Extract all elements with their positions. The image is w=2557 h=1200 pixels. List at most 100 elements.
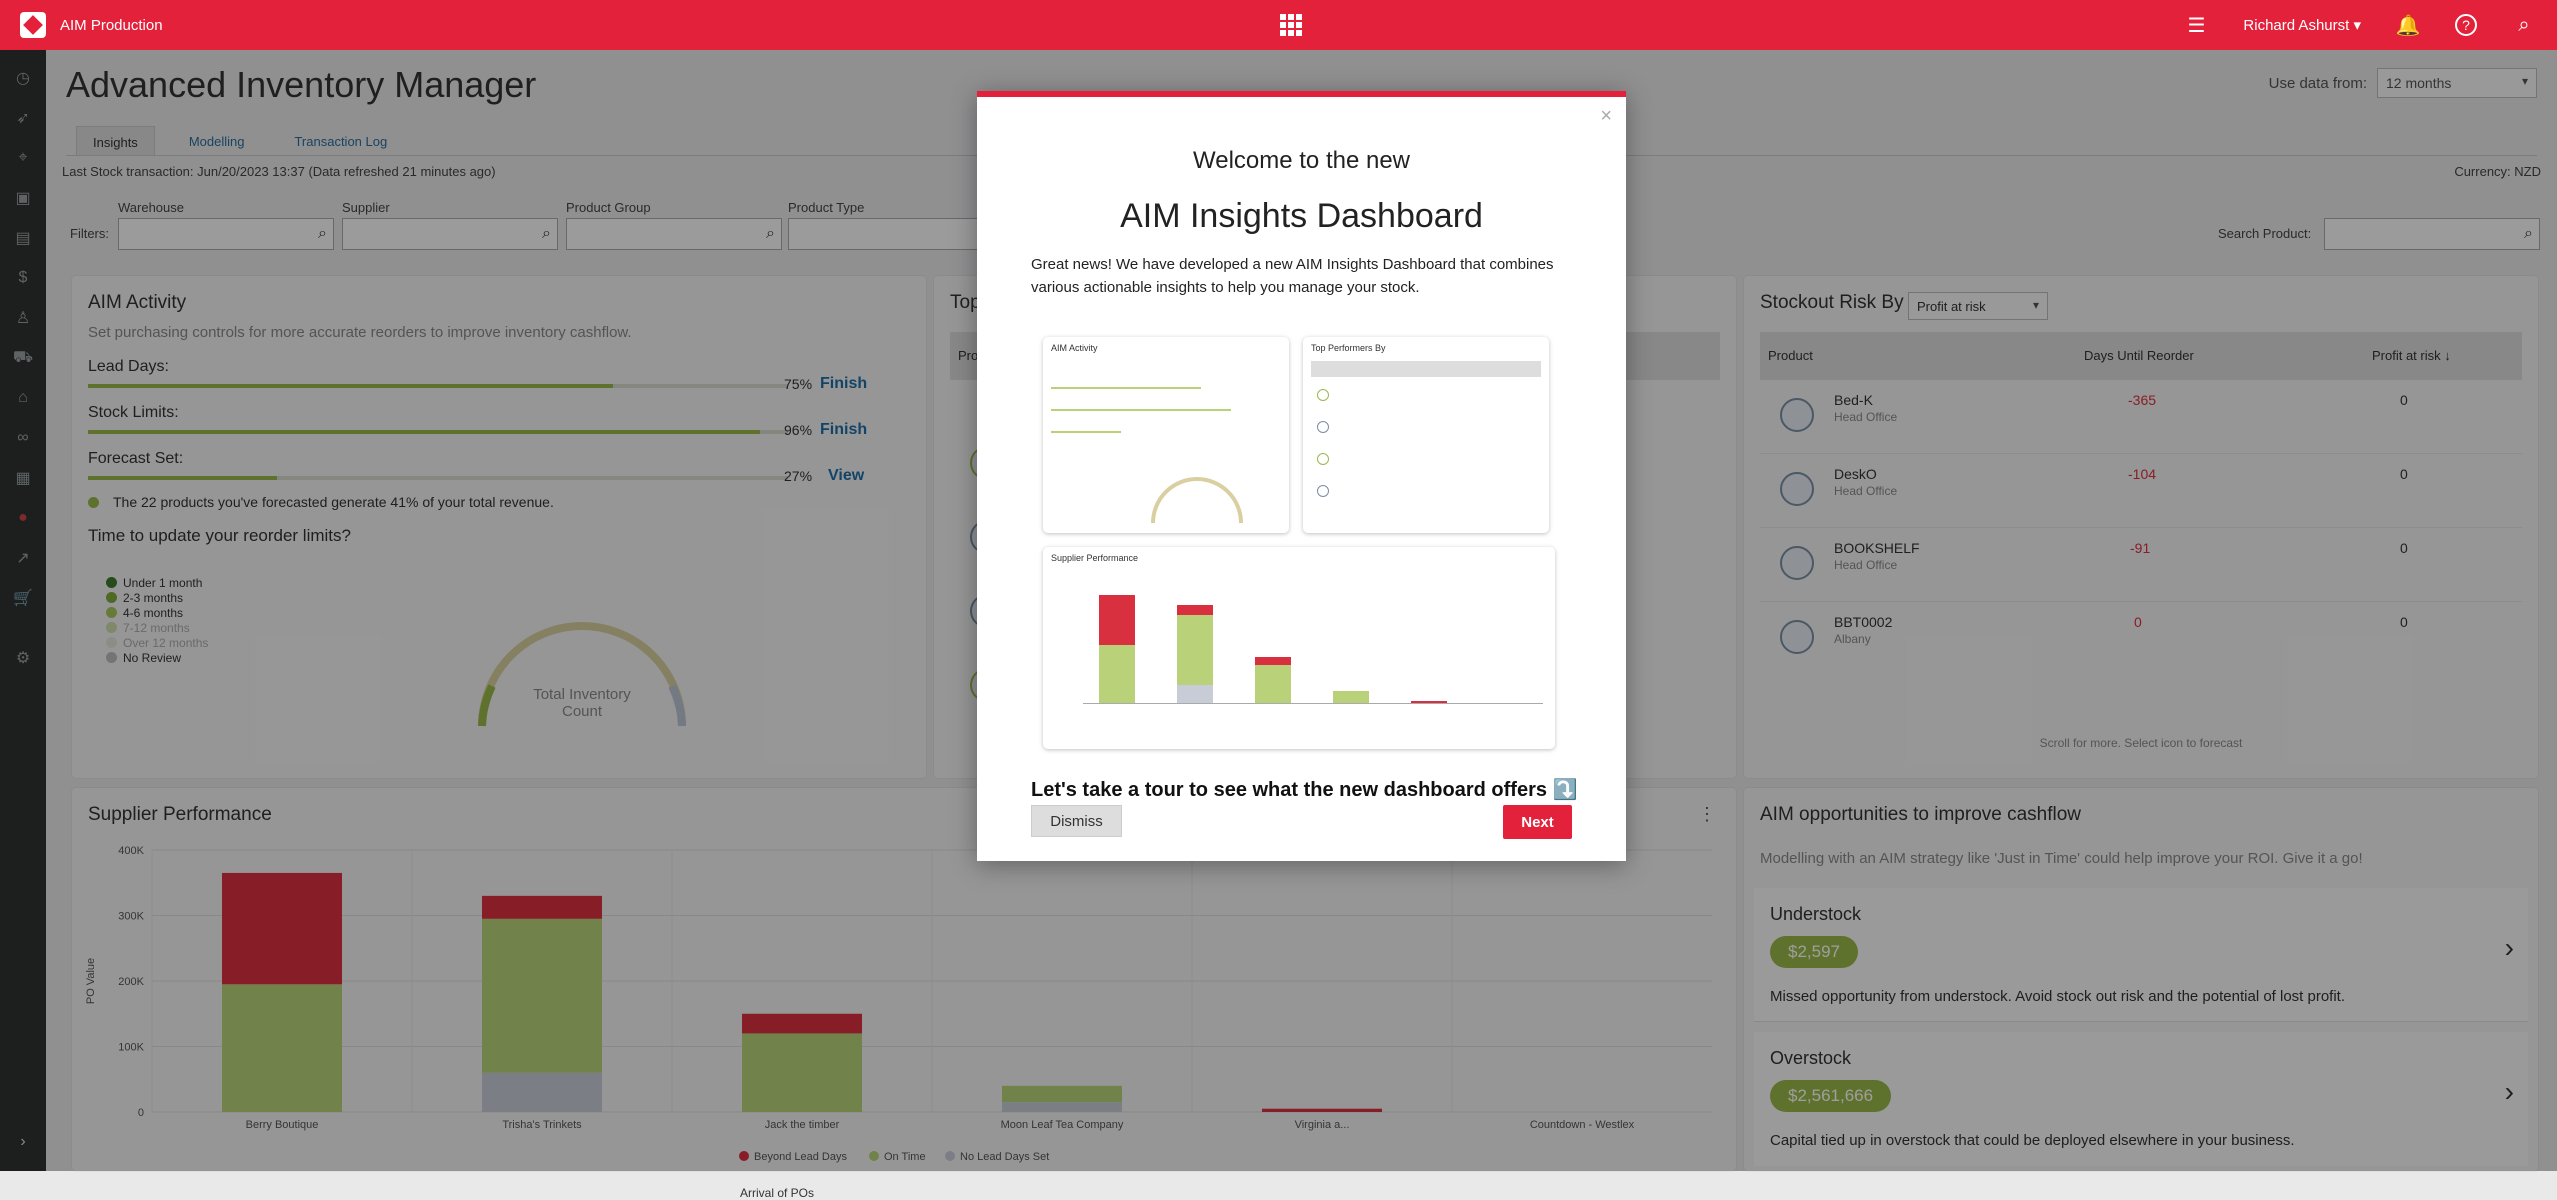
rocket-icon[interactable]: ➶ <box>16 110 30 127</box>
stockout-select[interactable]: Profit at risk <box>1908 292 2048 320</box>
warehouse-icon[interactable]: ▤ <box>15 230 31 247</box>
filters-bar: Filters: Warehouse ⌕ Supplier ⌕ Product … <box>70 200 2540 260</box>
expand-icon[interactable]: › <box>20 1133 26 1150</box>
table-row: BBT0002 Albany 0 0 <box>1760 604 2522 664</box>
apps-grid-icon[interactable] <box>1280 14 1302 36</box>
y-tick-label: 100K <box>118 1042 144 1054</box>
forecast-note: The 22 products you've forecasted genera… <box>88 494 554 510</box>
avatar[interactable] <box>1780 398 1814 432</box>
product-type-label: Product Type <box>788 200 865 215</box>
opportunities-title: AIM opportunities to improve cashflow <box>1760 804 2082 825</box>
legend-item: 4-6 months <box>106 606 208 621</box>
stockout-footer: Scroll for more. Select icon to forecast <box>2039 736 2243 750</box>
sidebar: ◷ ➶ ⌖ ▣ ▤ $ ♙ ⛟ ⌂ ∞ ▦ ● ↗ 🛒 ⚙ › <box>0 50 46 1171</box>
top-right-controls: ☰ Richard Ashurst ▾ 🔔 ? ⌕ <box>2183 0 2537 50</box>
overstock-title: Overstock <box>1770 1048 1852 1068</box>
tab-transaction-log[interactable]: Transaction Log <box>294 134 388 149</box>
telescope-icon[interactable]: ⌖ <box>18 149 28 166</box>
product-type-input[interactable] <box>788 218 998 250</box>
help-icon[interactable]: ? <box>2455 14 2477 36</box>
store-icon[interactable]: ⌂ <box>18 389 28 406</box>
supplier-icon[interactable]: ♙ <box>15 310 31 327</box>
legend-dot <box>739 1151 749 1161</box>
legend-item: Over 12 months <box>106 636 208 651</box>
forecast-note-text: The 22 products you've forecasted genera… <box>113 494 554 510</box>
list-icon[interactable]: ☰ <box>2187 14 2206 37</box>
bar-beyond-lead-days <box>742 1013 862 1034</box>
avatar[interactable] <box>1780 620 1814 654</box>
search-icon: ⌕ <box>318 225 327 242</box>
chart-icon[interactable]: ↗ <box>16 550 30 567</box>
user-menu[interactable]: Richard Ashurst ▾ <box>2243 17 2361 34</box>
aim-activity-panel: AIM Activity Set purchasing controls for… <box>72 276 926 778</box>
box-icon[interactable]: ▣ <box>15 190 31 207</box>
bar-on-time <box>482 918 602 1073</box>
product-group-label: Product Group <box>566 200 651 215</box>
next-button[interactable]: Next <box>1503 805 1572 839</box>
product-group-input[interactable]: ⌕ <box>566 218 782 250</box>
table-row: Bed-K Head Office -365 0 <box>1760 382 2522 454</box>
supplier-performance-panel: Supplier Performance ⋮ 0 100K 200K 300K 400K… <box>72 788 1736 1200</box>
dashboard-preview: AIM Activity Top Performers By Supplier … <box>1043 337 1567 757</box>
warehouse-input[interactable]: ⌕ <box>118 218 334 250</box>
tab-modelling[interactable]: Modelling <box>188 134 245 149</box>
avatar[interactable] <box>1780 472 1814 506</box>
forecast-set-label: Forecast Set: <box>88 450 184 467</box>
forecast-set-view-link[interactable]: View <box>828 467 865 484</box>
tabs: Insights Modelling Transaction Log <box>76 126 421 156</box>
gear-icon[interactable]: ⚙ <box>15 650 31 667</box>
main-content: Advanced Inventory Manager Use data from… <box>46 50 2557 1200</box>
table-row: BOOKSHELF Head Office -91 0 <box>1760 530 2522 602</box>
chevron-right-icon[interactable]: › <box>2504 1076 2514 1107</box>
dashboard-icon[interactable]: ◷ <box>16 70 30 87</box>
aim-activity-subtitle: Set purchasing controls for more accurat… <box>88 324 632 341</box>
supplier-performance-title: Supplier Performance <box>88 804 272 825</box>
stock-limits-finish-link[interactable]: Finish <box>820 421 868 438</box>
welcome-modal: × Welcome to the new AIM Insights Dashbo… <box>977 91 1626 861</box>
close-icon[interactable]: × <box>1600 105 1612 127</box>
more-icon[interactable]: ⋮ <box>1698 804 1716 824</box>
truck-icon[interactable]: ⛟ <box>12 349 34 366</box>
link-icon[interactable]: ∞ <box>17 429 29 446</box>
opportunities-panel: AIM opportunities to improve cashflow Mo… <box>1744 788 2538 1171</box>
warehouse-label: Warehouse <box>118 200 184 215</box>
search-product-input[interactable]: ⌕ <box>2324 218 2540 250</box>
overstock-card[interactable]: Overstock $2,561,666 Capital tied up in … <box>1754 1032 2528 1166</box>
search-icon[interactable]: ⌕ <box>2518 13 2530 36</box>
search-icon: ⌕ <box>542 225 551 242</box>
avatar[interactable] <box>1780 546 1814 580</box>
bell-icon[interactable]: 🔔 <box>2395 14 2421 37</box>
dollar-icon[interactable]: $ <box>18 269 28 286</box>
search-product-label: Search Product: <box>2218 226 2312 241</box>
page-title: Advanced Inventory Manager <box>66 64 537 105</box>
gauge-label: Total Inventory Count <box>533 686 631 720</box>
overstock-amount: $2,561,666 <box>1770 1080 1892 1112</box>
use-data-select[interactable]: 12 months <box>2377 68 2537 98</box>
table-icon[interactable]: ▦ <box>15 470 31 487</box>
understock-amount: $2,597 <box>1770 936 1858 968</box>
tab-insights[interactable]: Insights <box>76 126 155 156</box>
bar-no-lead-days-set <box>482 1072 602 1112</box>
stockout-select-value: Profit at risk <box>1917 299 1986 314</box>
last-stock-transaction: Last Stock transaction: Jun/20/2023 13:3… <box>62 164 496 179</box>
understock-card[interactable]: Understock $2,597 Missed opportunity fro… <box>1754 888 2528 1022</box>
filters-label: Filters: <box>70 226 109 241</box>
dismiss-button[interactable]: Dismiss <box>1031 805 1122 837</box>
check-icon <box>88 496 99 508</box>
status-icon[interactable]: ● <box>18 509 28 526</box>
col-profit[interactable]: Profit at risk ↓ <box>2372 348 2451 363</box>
supplier-input[interactable]: ⌕ <box>342 218 558 250</box>
reorder-title: Time to update your reorder limits? <box>88 526 351 545</box>
row-name: BOOKSHELF <box>1834 540 1920 556</box>
chevron-right-icon[interactable]: › <box>2504 932 2514 963</box>
lead-days-finish-link[interactable]: Finish <box>820 375 868 392</box>
brand[interactable]: AIM Production <box>20 0 163 50</box>
legend-item: 7-12 months <box>106 621 208 636</box>
preview-supplier-card: Supplier Performance <box>1043 547 1555 749</box>
cart-icon[interactable]: 🛒 <box>13 590 33 607</box>
lead-days-pct: 75% <box>784 376 813 392</box>
chart-legend-title: Arrival of POs <box>740 1186 815 1200</box>
overstock-desc: Capital tied up in overstock that could … <box>1770 1132 2295 1149</box>
stock-limits-label: Stock Limits: <box>88 404 179 421</box>
row-days: -91 <box>2130 540 2151 556</box>
